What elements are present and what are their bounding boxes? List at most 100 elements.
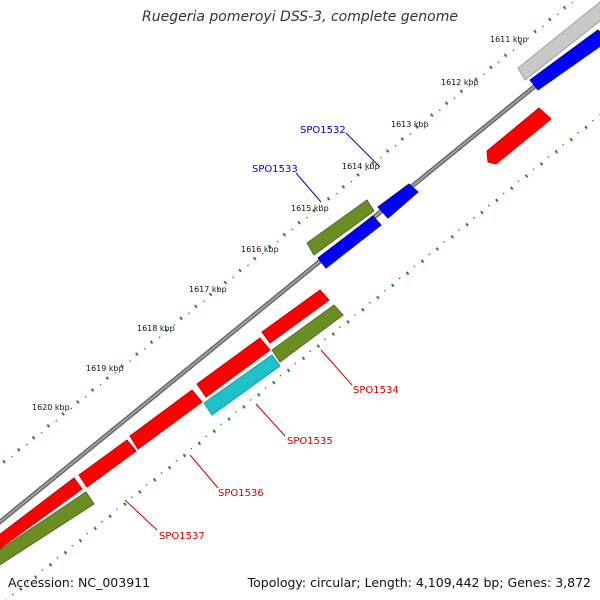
scale-tick: [123, 502, 127, 506]
scale-tick: [160, 471, 163, 474]
scale-tick: [205, 435, 208, 438]
scale-tick: [114, 371, 117, 374]
scale-tick: [577, 131, 580, 134]
gene-red-outer-5[interactable]: [0, 477, 83, 552]
scale-tick: [569, 137, 574, 142]
gene-olive-1[interactable]: [306, 199, 375, 256]
scale-tick: [33, 575, 38, 579]
scale-tick: [26, 581, 29, 584]
scale-tick: [502, 192, 505, 195]
scale-tick: [276, 240, 279, 243]
scale-tick: [376, 295, 380, 300]
scale-tick: [86, 532, 89, 535]
scale-tick: [444, 101, 449, 106]
scale-tick: [232, 276, 235, 279]
scale-tick: [503, 53, 508, 58]
gene-olive-2[interactable]: [271, 304, 344, 363]
scale-tick: [316, 344, 321, 349]
gene-callouts: [124, 132, 381, 531]
scale-tick: [227, 417, 231, 421]
scale-tick: [584, 125, 588, 130]
scale-tick: [400, 137, 405, 141]
scale-tick: [297, 220, 301, 225]
scale-tick: [286, 368, 291, 373]
scale-tick: [453, 97, 456, 99]
scale-tick: [164, 328, 169, 333]
gene-grey-1[interactable]: [517, 1, 600, 81]
scale-tick: [495, 198, 499, 203]
scale-tick: [247, 264, 250, 267]
scale-tick: [138, 490, 142, 494]
scale-tick: [130, 496, 133, 499]
scale-tick: [212, 429, 217, 434]
scale-tick: [261, 252, 264, 255]
scale-tick: [556, 13, 559, 16]
scale-tick: [61, 412, 65, 416]
scale-tick: [527, 37, 530, 40]
scale-tick: [413, 265, 416, 268]
scale-tick: [173, 324, 176, 327]
scale-tick: [208, 292, 213, 297]
map-title: Ruegeria pomeroyi DSS-3, complete genome: [142, 9, 458, 25]
scale-tick: [175, 459, 178, 462]
scale-label: 1617 kbp: [189, 285, 227, 294]
scale-tick: [409, 132, 412, 135]
scale-tick: [234, 411, 237, 414]
scale-tick: [257, 392, 261, 397]
gene-red-outer-3[interactable]: [129, 389, 203, 450]
scale-tick: [335, 192, 338, 195]
gene-label-spo1532[interactable]: SPO1532: [300, 125, 346, 136]
scale-tick: [2, 459, 6, 464]
gene-red-outer-1[interactable]: [261, 289, 330, 344]
gene-blue-2[interactable]: [377, 183, 419, 219]
scale-tick: [326, 196, 331, 201]
gene-label-spo1537[interactable]: SPO1537: [159, 531, 205, 542]
scale-tick: [188, 312, 191, 315]
scale-tick: [279, 374, 282, 377]
scale-tick: [459, 89, 464, 94]
scale-tick: [108, 514, 112, 519]
scale-tick: [63, 550, 68, 555]
scale-tick: [129, 360, 132, 362]
scale-tick: [379, 156, 382, 159]
scale-tick: [562, 5, 567, 10]
gene-olive-3[interactable]: [0, 491, 95, 568]
scale-tick: [40, 431, 43, 434]
gene-red-inner-1[interactable]: [486, 107, 552, 165]
scale-label: 1620 kbp: [32, 403, 70, 412]
scale-tick: [383, 289, 386, 292]
gene-label-spo1536[interactable]: SPO1536: [218, 488, 264, 499]
scale-tick: [435, 247, 440, 251]
gene-blue-1[interactable]: [529, 29, 600, 91]
gene-cyan-1[interactable]: [203, 354, 281, 416]
gene-label-spo1533[interactable]: SPO1533: [252, 164, 298, 175]
scale-tick: [294, 362, 297, 365]
scale-tick: [472, 216, 475, 219]
scale-tick: [190, 447, 193, 450]
scale-tick: [309, 350, 312, 353]
scale-tick: [238, 268, 242, 273]
scale-tick: [17, 447, 21, 452]
scale-tick: [458, 228, 461, 231]
scale-tick: [398, 277, 401, 280]
genome-summary-text: Topology: circular; Length: 4,109,442 bp…: [247, 575, 591, 590]
scale-tick: [271, 380, 276, 385]
scale-tick: [242, 405, 246, 409]
scale-tick: [483, 73, 486, 76]
scale-tick: [424, 121, 427, 123]
gene-red-outer-2[interactable]: [196, 337, 271, 398]
scale-tick: [420, 259, 425, 263]
scale-tick: [306, 216, 309, 219]
scale-tick: [385, 149, 390, 153]
gene-blue-3[interactable]: [317, 215, 382, 269]
scale-tick: [353, 314, 356, 316]
scale-tick: [182, 453, 187, 458]
scale-label: 1612 kbp: [441, 78, 479, 87]
gene-label-spo1535[interactable]: SPO1535: [287, 436, 333, 447]
scale-tick: [368, 301, 371, 304]
gene-red-outer-4[interactable]: [78, 439, 137, 488]
gene-label-spo1534[interactable]: SPO1534: [353, 385, 399, 396]
scale-labels: 1611 kbp 1612 kbp 1613 kbp 1614 kbp 1615 kbp…: [32, 35, 528, 412]
scale-tick: [591, 119, 594, 122]
scale-tick: [143, 348, 146, 350]
